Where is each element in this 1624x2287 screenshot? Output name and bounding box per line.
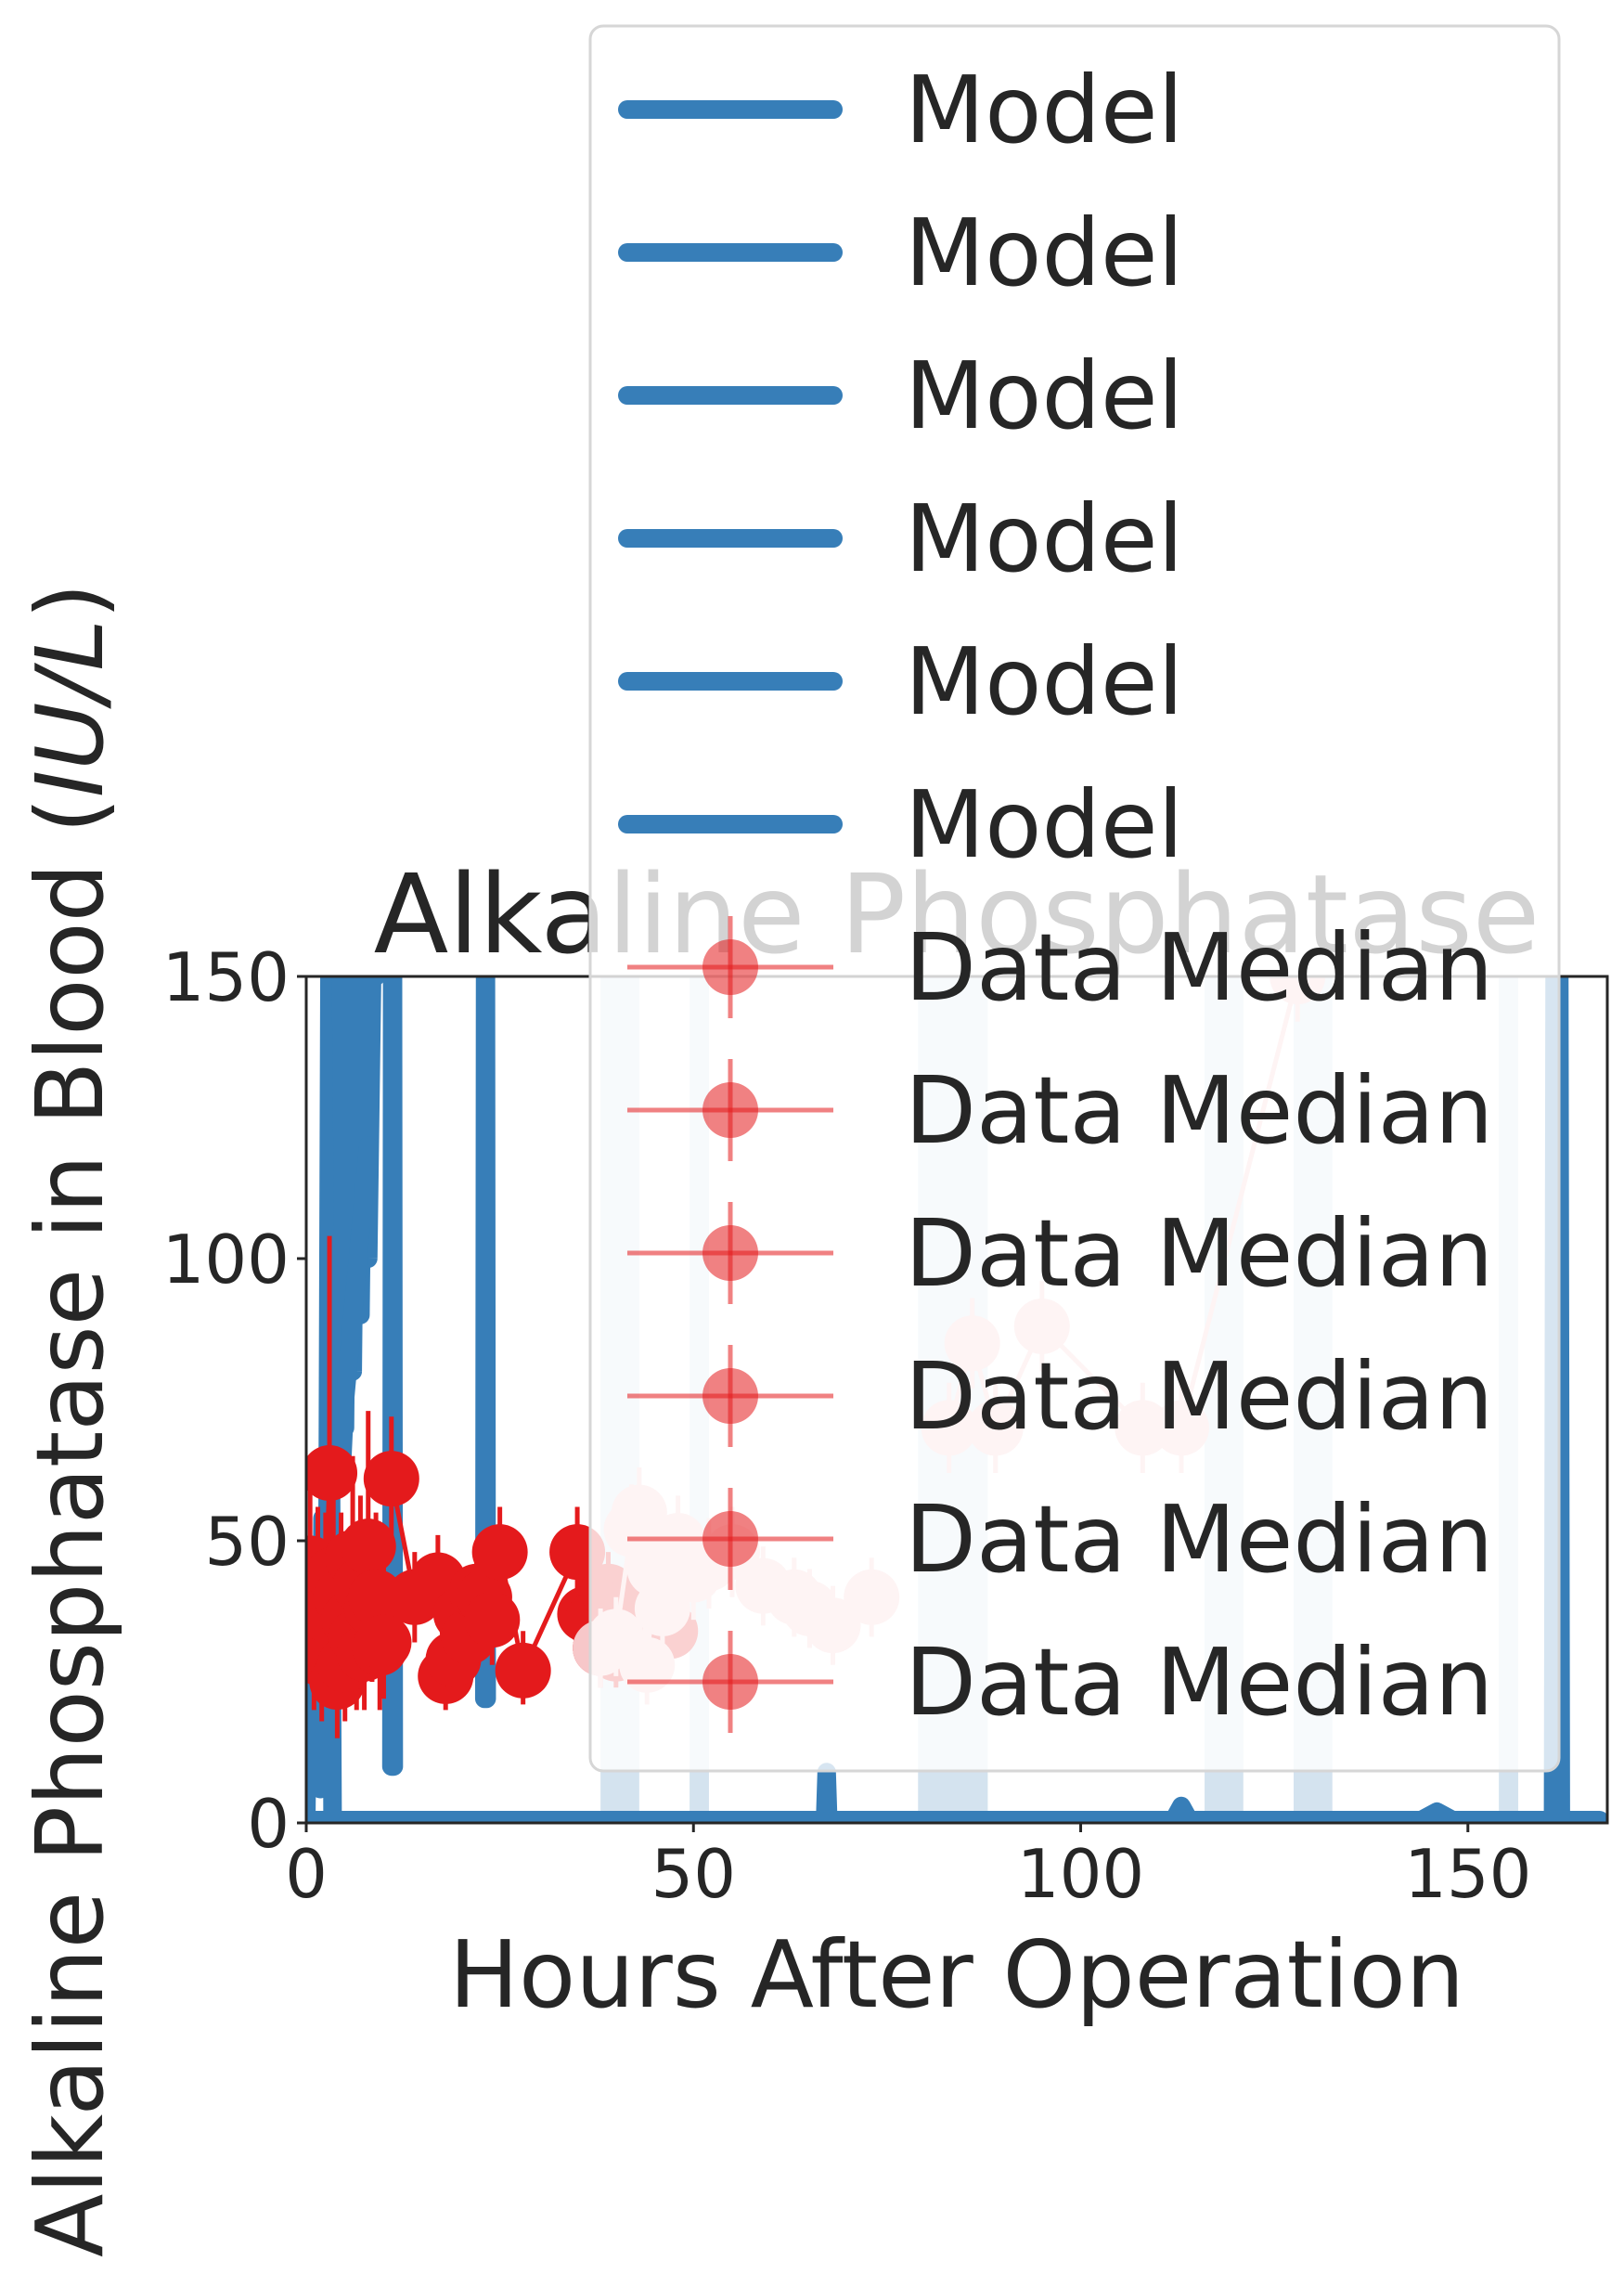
legend-item: Data Median: [627, 1485, 1493, 1594]
y-tick-label: 50: [204, 1503, 290, 1581]
legend-item: Model: [618, 199, 1183, 307]
model-series-line-1: [331, 976, 386, 1438]
x-axis-label: Hours After Operation: [449, 1920, 1464, 2029]
x-axis-ticks: 0 50 100 150: [285, 1823, 1532, 1913]
data-point: [464, 1592, 521, 1648]
legend-marker-swatch: [702, 1368, 758, 1424]
data-series-0: [306, 1235, 412, 1738]
data-point: [471, 1524, 528, 1581]
legend-label: Model: [905, 770, 1183, 879]
legend-marker-swatch: [702, 939, 758, 995]
legend-label: Data Median: [905, 1199, 1493, 1308]
data-point: [306, 1445, 358, 1502]
legend-label: Data Median: [905, 1056, 1493, 1165]
y-axis-label-main: Alkaline Phosphatase in Blood (: [16, 797, 124, 2257]
legend-item: Data Median: [627, 1199, 1493, 1308]
legend-item: Data Median: [627, 1056, 1493, 1165]
legend: Model Model Model Model Model Model Data Media…: [588, 24, 1561, 1773]
legend-label: Data Median: [905, 1342, 1493, 1451]
model-series-line-6: [1164, 1796, 1199, 1823]
x-tick-label: 150: [1404, 1835, 1531, 1913]
data-point: [340, 1518, 396, 1575]
legend-label: Model: [905, 485, 1183, 593]
y-axis-label: Alkaline Phosphatase in Blood (IU/L): [16, 583, 124, 2257]
x-tick-label: 100: [1017, 1835, 1144, 1913]
legend-marker-swatch: [702, 1654, 758, 1710]
legend-label: Model: [905, 56, 1183, 164]
legend-item: Model: [618, 342, 1183, 450]
data-point: [495, 1642, 551, 1699]
y-axis-label-unit: IU/L: [16, 619, 124, 797]
y-tick-label: 0: [247, 1785, 290, 1863]
data-point: [363, 1451, 419, 1507]
legend-item: Data Median: [627, 1628, 1493, 1737]
legend-item: Model: [618, 485, 1183, 593]
legend-label: Data Median: [905, 1485, 1493, 1594]
data-point: [348, 1569, 405, 1625]
legend-marker-swatch: [702, 1082, 758, 1138]
data-point: [355, 1614, 412, 1671]
legend-item: Data Median: [627, 1342, 1493, 1451]
legend-item: Model: [618, 770, 1183, 879]
x-tick-label: 0: [285, 1835, 328, 1913]
x-tick-label: 50: [651, 1835, 736, 1913]
legend-frame: [588, 24, 1561, 1773]
legend-item: Model: [618, 627, 1183, 736]
legend-label: Model: [905, 199, 1183, 307]
model-series-line-5: [816, 1763, 838, 1823]
legend-label: Data Median: [905, 913, 1493, 1022]
legend-label: Model: [905, 627, 1183, 736]
y-tick-label: 100: [162, 1221, 290, 1299]
y-axis-ticks: 0 50 100 150: [162, 938, 306, 1863]
model-series-line-3: [474, 976, 496, 1709]
legend-label: Model: [905, 342, 1183, 450]
model-series-line-9: [331, 1136, 378, 1494]
legend-label: Data Median: [905, 1628, 1493, 1737]
legend-item: Model: [618, 56, 1183, 164]
legend-marker-swatch: [702, 1511, 758, 1567]
model-series-line-2: [381, 976, 404, 1777]
model-series-line-7: [1411, 1802, 1463, 1823]
legend-marker-swatch: [702, 1225, 758, 1281]
legend-item: Data Median: [627, 913, 1493, 1022]
y-axis-label-close: ): [16, 583, 124, 619]
y-tick-label: 150: [162, 938, 290, 1016]
